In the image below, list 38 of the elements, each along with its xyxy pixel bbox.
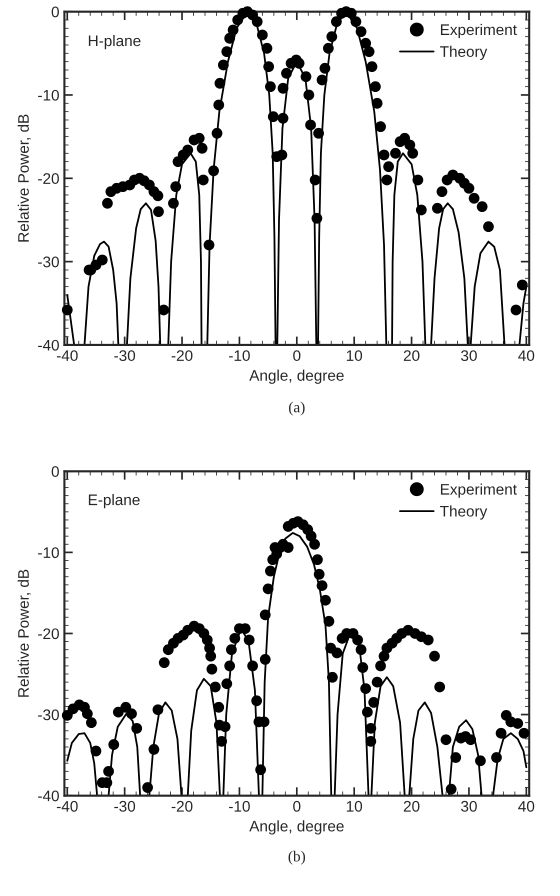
x-tick-label: 20 [404, 350, 420, 362]
x-tick-label: 10 [346, 350, 362, 362]
x-tick-label: -30 [114, 800, 136, 812]
x-tick-label: -30 [114, 350, 136, 362]
legend-label: Theory [440, 46, 488, 60]
x-tick-label: 0 [293, 800, 300, 812]
x-tick-label: 40 [518, 800, 534, 812]
legend-label: Experiment [440, 24, 517, 38]
x-tick-label: -20 [172, 800, 192, 812]
x-tick-label: -10 [229, 800, 250, 812]
x-tick-label: 0 [293, 350, 300, 362]
y-tick-label: -30 [38, 709, 59, 720]
y-axis-title: Relative Power, dB [18, 570, 31, 697]
y-tick-label: -20 [38, 173, 59, 184]
text: (b) [288, 850, 306, 865]
x-tick-label: 40 [518, 350, 534, 362]
x-tick-label: 30 [461, 800, 477, 812]
y-tick-label: 0 [52, 466, 59, 477]
y-tick-label: -40 [38, 790, 59, 802]
annotation: E-plane [88, 494, 140, 508]
y-tick-label: -10 [38, 547, 59, 558]
annotation: H-plane [88, 34, 140, 50]
y-tick-label: -20 [38, 628, 59, 640]
y-tick-label: -40 [38, 340, 59, 351]
x-axis-title: Angle, degree [249, 820, 344, 835]
y-tick-label: -10 [38, 90, 59, 101]
y-tick-label: 0 [52, 6, 59, 18]
x-axis-title: Angle, degree [249, 370, 344, 384]
x-tick-label: 30 [461, 350, 477, 362]
x-tick-label: -20 [172, 350, 192, 362]
x-tick-label: 10 [346, 800, 362, 812]
text: (a) [288, 402, 305, 416]
x-tick-label: -10 [229, 350, 250, 362]
x-tick-label: 20 [404, 800, 420, 812]
y-tick-label: -30 [38, 256, 59, 268]
legend-label: Theory [440, 505, 488, 520]
y-axis-title: Relative Power, dB [18, 114, 31, 242]
legend-label: Experiment [440, 484, 517, 498]
